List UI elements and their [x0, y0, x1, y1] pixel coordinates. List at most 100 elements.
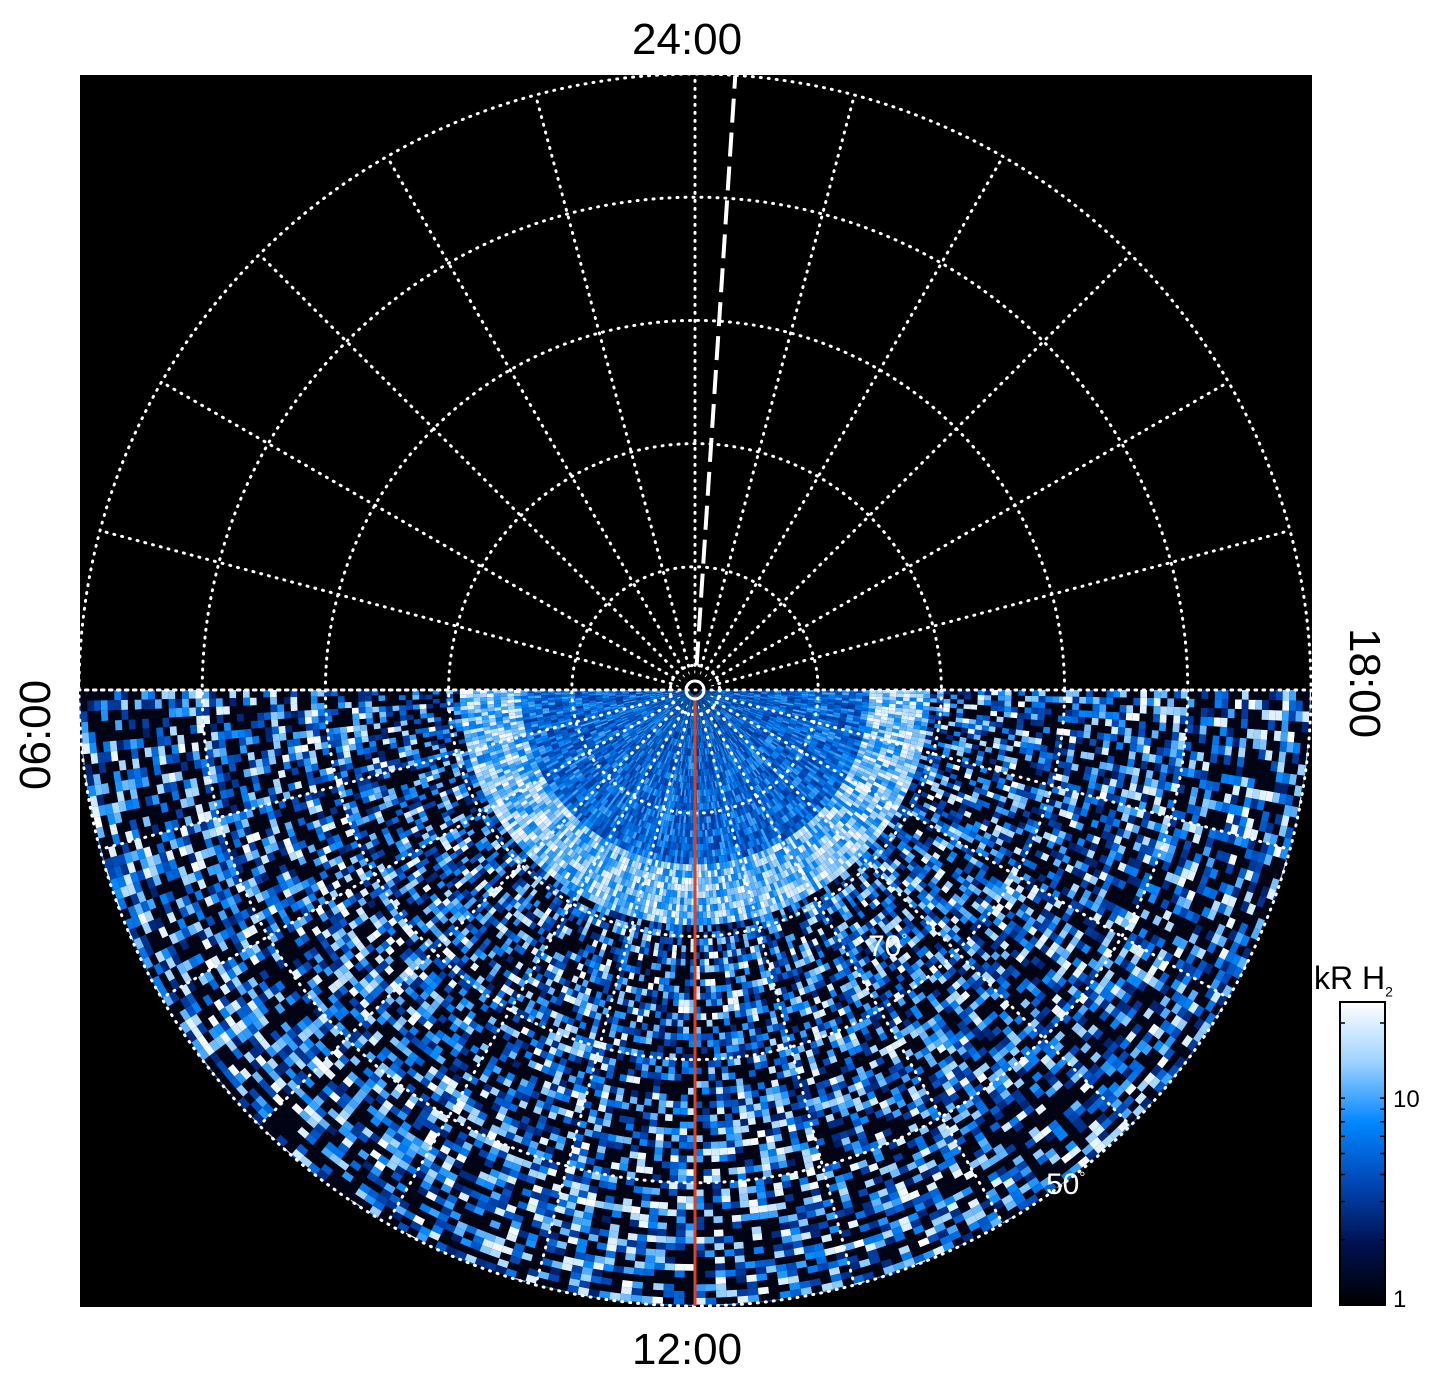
data-cell — [290, 690, 298, 698]
data-cell — [291, 767, 300, 776]
data-cell — [385, 695, 393, 701]
data-cell — [432, 694, 440, 700]
data-cell — [259, 742, 268, 751]
data-cell — [331, 714, 340, 722]
data-cell — [309, 756, 318, 765]
data-cell — [636, 696, 644, 699]
data-cell — [575, 694, 582, 697]
data-cell — [80, 711, 88, 723]
data-cell — [602, 702, 610, 705]
data-cell — [393, 721, 401, 727]
data-cell — [629, 699, 637, 702]
data-cell — [123, 739, 131, 750]
data-cell — [581, 693, 589, 696]
data-cell — [365, 706, 373, 713]
data-cell — [616, 701, 624, 704]
data-cell — [288, 753, 297, 762]
data-cell — [138, 757, 147, 768]
data-cell — [151, 746, 159, 757]
data-cell — [575, 699, 583, 703]
data-cell — [590, 707, 597, 711]
data-cell — [535, 711, 543, 716]
data-cell — [191, 742, 200, 752]
data-cell — [608, 691, 616, 693]
data-cell — [501, 712, 509, 718]
data-cell — [236, 705, 244, 714]
data-cell — [500, 693, 508, 697]
data-cell — [415, 728, 423, 735]
data-cell — [676, 691, 684, 693]
data-cell — [463, 729, 471, 735]
data-cell — [514, 696, 521, 700]
data-cell — [241, 760, 250, 770]
data-cell — [319, 728, 327, 736]
data-cell — [136, 738, 145, 749]
data-cell — [116, 740, 124, 751]
data-cell — [257, 720, 265, 729]
data-cell — [383, 743, 391, 751]
data-cell — [300, 744, 309, 753]
data-cell — [669, 691, 677, 693]
data-cell — [588, 695, 596, 698]
data-cell — [289, 760, 298, 769]
data-cell — [615, 692, 623, 695]
data-cell — [338, 714, 346, 722]
data-cell — [589, 705, 597, 709]
data-cell — [550, 714, 558, 719]
data-cell — [629, 696, 637, 698]
data-cell — [148, 708, 156, 719]
data-cell — [233, 753, 242, 763]
data-cell — [547, 694, 555, 698]
data-cell — [254, 751, 262, 760]
data-cell — [211, 740, 220, 750]
data-cell — [310, 696, 318, 704]
data-cell — [223, 714, 231, 723]
data-cell — [240, 752, 249, 762]
data-cell — [386, 716, 394, 723]
data-cell — [622, 691, 630, 693]
data-cell — [99, 772, 108, 785]
data-cell — [141, 709, 149, 719]
data-cell — [467, 709, 475, 714]
data-cell — [534, 703, 542, 707]
data-cell — [629, 693, 636, 695]
data-cell — [629, 692, 636, 694]
data-cell — [161, 690, 169, 700]
data-cell — [224, 730, 232, 740]
data-cell — [249, 697, 257, 706]
data-cell — [514, 699, 522, 703]
data-cell — [473, 697, 481, 702]
data-cell — [189, 707, 197, 717]
data-cell — [575, 695, 582, 699]
data-cell — [335, 745, 344, 754]
data-cell — [412, 704, 420, 710]
data-cell — [656, 693, 664, 696]
data-cell — [311, 763, 319, 772]
data-cell — [556, 713, 564, 717]
data-cell — [260, 750, 269, 759]
data-cell — [237, 721, 245, 730]
data-cell — [277, 704, 285, 712]
data-cell — [108, 720, 116, 731]
data-cell — [121, 719, 129, 730]
data-cell — [115, 730, 124, 741]
data-cell — [165, 754, 174, 765]
data-cell — [562, 707, 570, 711]
data-cell — [663, 691, 670, 693]
data-cell — [643, 695, 650, 698]
data-cell — [535, 708, 543, 713]
data-cell — [194, 768, 203, 778]
data-cell — [423, 736, 431, 743]
data-cell — [508, 712, 516, 717]
data-cell — [487, 704, 495, 709]
data-cell — [595, 694, 603, 697]
data-cell — [405, 699, 413, 706]
data-cell — [141, 699, 149, 710]
data-cell — [494, 703, 502, 708]
data-cell — [225, 738, 233, 748]
data-cell — [175, 716, 184, 727]
data-cell — [548, 699, 556, 703]
data-cell — [128, 709, 136, 720]
data-cell — [636, 694, 643, 697]
data-cell — [574, 692, 582, 695]
